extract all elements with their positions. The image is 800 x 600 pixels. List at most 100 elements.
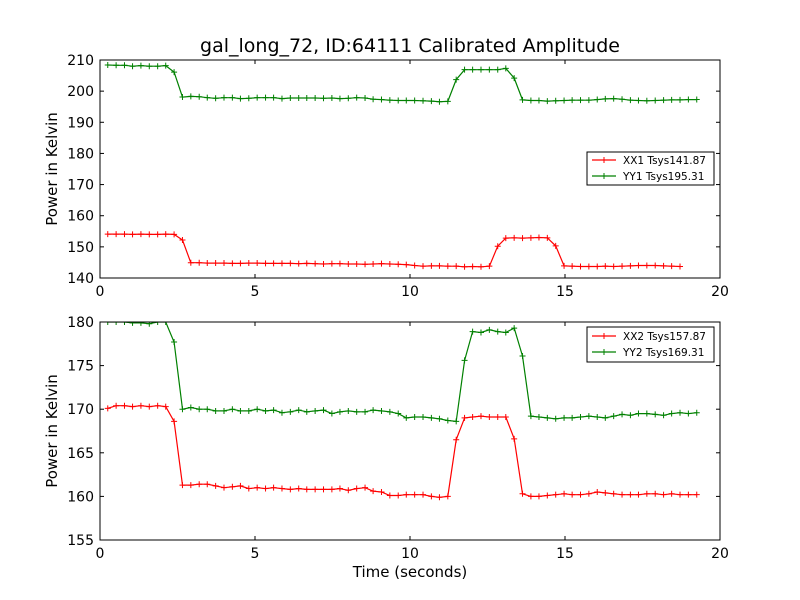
top-y-tick-label: 180: [67, 146, 94, 162]
top-series-0-point: [561, 262, 568, 269]
bottom-series-0-point: [502, 414, 509, 421]
bottom-series-0-point: [469, 414, 476, 421]
top-series-1-point: [121, 62, 128, 69]
top-series-1-point: [229, 94, 236, 101]
top-series-1-point: [494, 66, 501, 73]
bottom-series-1-point: [469, 328, 476, 335]
bottom-series-0-point: [668, 490, 675, 497]
top-series-1-point: [179, 94, 186, 101]
top-series-0-point: [320, 260, 327, 267]
bottom-series-1-point: [221, 407, 227, 414]
bottom-series-1-point: [444, 417, 451, 424]
top-series-0-point: [104, 231, 111, 238]
bottom-x-tick-label: 20: [711, 546, 729, 562]
top-series-1-point: [461, 66, 468, 73]
bottom-series-0-point: [461, 414, 468, 421]
bottom-series-0-point: [104, 405, 111, 412]
top-series-0-point: [378, 260, 385, 267]
top-series-0-point: [395, 261, 402, 268]
top-series-0-point: [527, 234, 534, 241]
top-series-1-point: [353, 94, 360, 101]
bottom-series-0-point: [685, 491, 692, 498]
top-series-1-point: [677, 96, 684, 103]
bottom-series-0-point: [535, 493, 542, 500]
top-series-0-point: [270, 260, 277, 267]
bottom-series-1-point: [585, 413, 592, 420]
top-series-0-point: [113, 231, 120, 238]
top-series-0-point: [179, 237, 186, 244]
top-series-1-point: [453, 76, 460, 83]
bottom-legend-label-xx2: XX2 Tsys157.87: [623, 331, 706, 343]
top-series-0-point: [295, 260, 302, 267]
bottom-series-1-point: [461, 357, 468, 364]
bottom-series-1-point: [113, 322, 120, 325]
top-series-1-point: [370, 96, 377, 103]
top-series-0-point: [162, 231, 169, 238]
top-series-1-point: [386, 97, 393, 104]
bottom-series-0-point: [693, 491, 700, 498]
top-series-0-point: [196, 259, 203, 266]
top-series-1-point: [428, 98, 435, 105]
bottom-series-0-point: [552, 491, 559, 498]
bottom-x-tick-label: 15: [556, 546, 574, 562]
bottom-series-1-point: [312, 407, 319, 414]
top-x-tick-label: 20: [711, 284, 729, 300]
bottom-series-0-point: [254, 484, 261, 491]
top-series-0-point: [146, 231, 153, 238]
bottom-series-1-point: [477, 329, 484, 336]
top-series-1-point: [685, 96, 692, 103]
bottom-ticks-layer: 0 5 10 15 20 155 160 165 170 175 180: [67, 315, 729, 562]
bottom-y-axis-label: Power in Kelvin: [43, 374, 61, 488]
top-series-1-point: [619, 96, 626, 103]
top-series-1-point: [362, 94, 369, 101]
bottom-series-0-point: [370, 488, 377, 495]
bottom-series-0-point: [320, 486, 327, 493]
top-series-1-point: [577, 97, 584, 104]
bottom-series-1-point: [270, 407, 277, 414]
bottom-series-0-point: [494, 414, 501, 421]
top-series-1-point: [569, 97, 576, 104]
top-series-0-point: [262, 260, 269, 267]
bottom-x-axis-label: Time (seconds): [352, 563, 468, 581]
bottom-series-1-point: [420, 414, 427, 421]
bottom-series-1-point: [137, 322, 144, 326]
bottom-series-1-point: [652, 411, 659, 418]
bottom-series-0-point: [643, 490, 650, 497]
bottom-series-1-point: [527, 413, 534, 420]
top-series-0-point: [643, 262, 650, 269]
top-series-0-point: [585, 263, 592, 270]
top-series-0-point: [486, 263, 493, 270]
bottom-series-1-point: [212, 407, 219, 414]
bottom-series-1-point: [403, 414, 410, 421]
top-series-0-point: [254, 260, 261, 267]
top-series-0-point: [577, 263, 584, 270]
bottom-series-1-point: [428, 414, 435, 421]
top-series-1-point: [635, 97, 642, 104]
top-x-tick-label: 15: [556, 284, 574, 300]
top-series-0-point: [278, 260, 285, 267]
top-series-0-point: [660, 262, 667, 269]
top-series-1-point: [262, 94, 269, 101]
bottom-series-1-point: [395, 410, 402, 417]
bottom-series-1-point: [121, 322, 128, 325]
top-series-0-point: [544, 234, 551, 241]
bottom-y-tick-label: 170: [67, 402, 94, 418]
top-series-0-point: [594, 263, 601, 270]
bottom-series-1-point: [204, 406, 211, 413]
top-series-1-point: [444, 98, 451, 105]
top-series-1-point: [469, 66, 476, 73]
bottom-series-1-point: [660, 412, 667, 419]
top-series-1-point: [561, 97, 568, 104]
top-series-0-point: [469, 263, 476, 270]
bottom-y-tick-label: 165: [67, 446, 94, 462]
bottom-series-0-point: [137, 402, 144, 409]
bottom-series-1-point: [685, 410, 692, 417]
bottom-series-0-point: [453, 436, 460, 443]
top-series-0-point: [229, 260, 236, 267]
top-subplot: 0 5 10 15 20 140 150 160 170 180 190 200 210 Power i…: [43, 53, 729, 300]
bottom-series-0-point: [561, 490, 568, 497]
top-series-1-point: [162, 62, 169, 69]
top-series-1-point: [643, 97, 650, 104]
bottom-series-0-point: [511, 435, 518, 442]
bottom-series-0-point: [594, 489, 601, 496]
